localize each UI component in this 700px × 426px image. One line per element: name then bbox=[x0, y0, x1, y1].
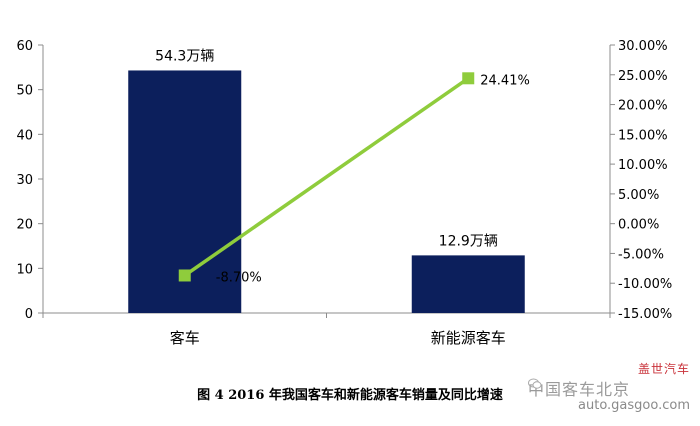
right-y-axis: -15.00% -10.00% -5.00% 0.00% 5.00% 10.00% 15.0… bbox=[609, 39, 672, 322]
bar bbox=[411, 255, 525, 313]
left-tick-label: 50 bbox=[16, 84, 33, 99]
right-tick-label: 5.00% bbox=[618, 188, 659, 203]
left-tick-label: 10 bbox=[16, 262, 33, 277]
right-tick-label: 20.00% bbox=[618, 99, 668, 114]
right-tick-label: 10.00% bbox=[618, 158, 668, 173]
line-series: -8.70% 24.41% bbox=[178, 72, 530, 285]
left-tick-label: 0 bbox=[25, 307, 33, 322]
left-y-axis: 0 10 20 30 40 50 60 bbox=[16, 39, 44, 322]
line-data-label: -8.70% bbox=[216, 270, 262, 285]
right-tick-label: -15.00% bbox=[618, 307, 672, 322]
left-tick-label: 30 bbox=[16, 173, 33, 188]
line-marker bbox=[178, 269, 191, 282]
right-tick-label: -10.00% bbox=[618, 277, 672, 292]
right-tick-label: 30.00% bbox=[618, 39, 668, 54]
chart-canvas: 0 10 20 30 40 50 60 -15.00% -10.00% -5.00% 0.00% 5… bbox=[16, 39, 672, 347]
x-axis: 客车 新能源客车 bbox=[42, 312, 611, 347]
series-line bbox=[183, 76, 470, 277]
right-tick-label: -5.00% bbox=[618, 247, 664, 262]
x-tick-label: 客车 bbox=[170, 329, 200, 347]
line-data-label: 24.41% bbox=[480, 73, 530, 88]
bar-data-label: 12.9万辆 bbox=[439, 233, 498, 249]
watermark-url: auto.gasgoo.com bbox=[578, 398, 690, 413]
watermark: 盖世汽车 中国客车北京 auto.gasgoo.com bbox=[520, 360, 696, 422]
x-tick-label: 新能源客车 bbox=[431, 329, 506, 347]
watermark-brand: 盖世汽车 bbox=[637, 362, 690, 376]
bar-data-label: 54.3万辆 bbox=[155, 48, 214, 64]
right-tick-label: 15.00% bbox=[618, 128, 668, 143]
figure-caption: 图 4 2016 年我国客车和新能源客车销量及同比增速 bbox=[197, 388, 503, 403]
right-tick-label: 0.00% bbox=[618, 218, 659, 233]
left-tick-label: 40 bbox=[16, 128, 33, 143]
watermark-text: 中国客车北京 bbox=[528, 380, 631, 399]
left-tick-label: 60 bbox=[16, 39, 33, 54]
right-tick-label: 25.00% bbox=[618, 69, 668, 84]
wechat-icon bbox=[528, 378, 542, 389]
line-marker bbox=[462, 72, 475, 85]
left-tick-label: 20 bbox=[16, 218, 33, 233]
